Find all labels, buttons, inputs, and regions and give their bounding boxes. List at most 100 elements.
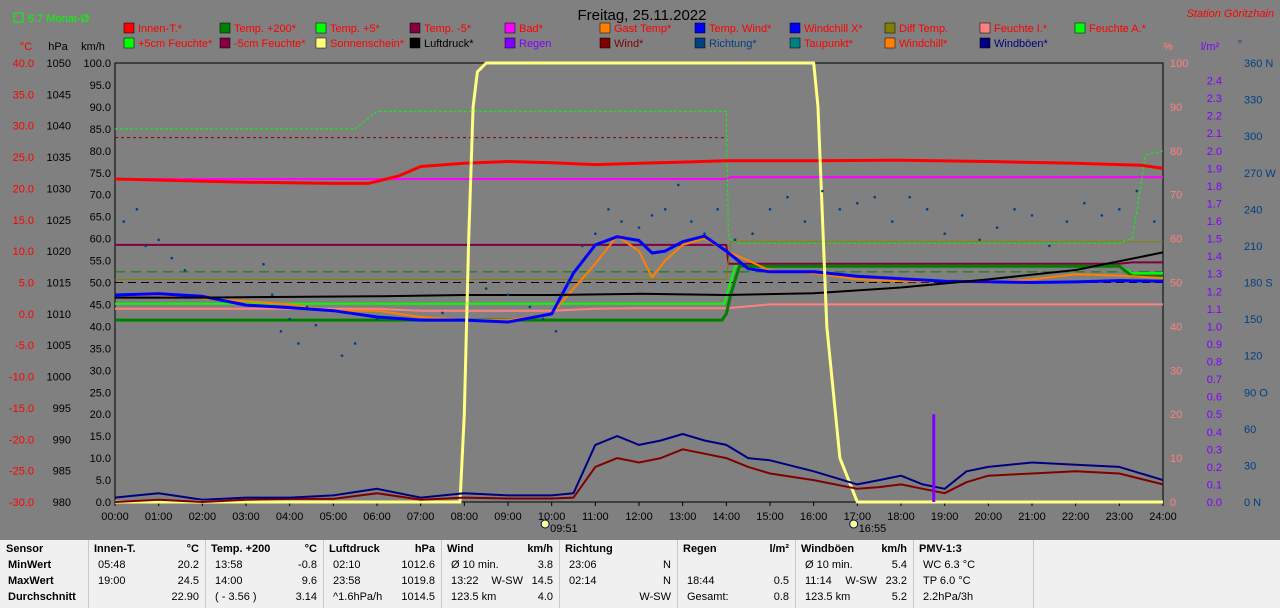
- dir-tick-label: 30: [1244, 460, 1256, 472]
- stats-cell: W-SW: [639, 591, 671, 603]
- direction-point: [1100, 214, 1104, 217]
- hpa-tick-label: 1010: [47, 309, 71, 321]
- legend-label: Feuchte A.*: [1089, 23, 1147, 35]
- kmh-tick-label: 75.0: [90, 168, 111, 180]
- stats-table: Sensor MinWert MaxWert Durchschnitt Innen-T.…: [0, 540, 1280, 608]
- pct-tick-label: 20: [1170, 409, 1182, 421]
- stats-cell: 18:44: [687, 575, 715, 587]
- kmh-tick-label: 10.0: [90, 453, 111, 465]
- dir-tick-label: 180 S: [1244, 278, 1273, 290]
- stats-row: 23:58 1019.8: [329, 575, 435, 589]
- temp-tick-label: 20.0: [13, 183, 34, 195]
- kmh-tick-label: 100.0: [83, 58, 111, 70]
- stats-cell: 23.2: [885, 575, 907, 587]
- direction-point: [340, 354, 344, 357]
- stats-column-header: Richtung: [565, 543, 671, 555]
- stats-row: 23:06 N: [565, 559, 671, 573]
- direction-point: [803, 220, 807, 223]
- stats-row: 05:48 20.2: [94, 559, 199, 573]
- stats-row: 123.5 km 5.2: [801, 591, 907, 605]
- direction-point: [768, 208, 772, 211]
- direction-point: [960, 214, 964, 217]
- legend-swatch: [789, 37, 801, 49]
- rain-tick-label: 0.6: [1207, 392, 1222, 404]
- dir-tick-label: 360 N: [1244, 58, 1273, 70]
- stats-cell: 5.4: [891, 559, 907, 571]
- time-tick-label: 11:00: [582, 511, 609, 523]
- stats-cell: 1014.5: [401, 591, 435, 603]
- dir-tick-label: 0 N: [1244, 497, 1261, 509]
- rain-tick-label: 0.2: [1207, 462, 1222, 474]
- stats-column: Regen l/m² 18:44 0.5 Gesamt: 0.8: [677, 540, 796, 608]
- time-tick-label: 24:00: [1149, 511, 1177, 523]
- rain-tick-label: 2.1: [1207, 128, 1222, 140]
- direction-point: [567, 281, 571, 284]
- legend-swatch: [1074, 22, 1086, 34]
- direction-point: [733, 238, 737, 242]
- legend-swatch: [884, 22, 896, 34]
- direction-point: [183, 269, 187, 272]
- rain-tick-label: 2.0: [1207, 146, 1222, 158]
- direction-point: [1065, 220, 1069, 223]
- rain-tick-label: 1.1: [1207, 304, 1222, 316]
- rain-tick-label: 0.7: [1207, 374, 1222, 386]
- kmh-tick-label: 90.0: [90, 102, 111, 114]
- rain-tick-label: 2.3: [1207, 93, 1222, 105]
- rain-tick-label: 0.5: [1207, 409, 1222, 421]
- direction-point: [873, 195, 877, 199]
- temp-tick-label: -25.0: [9, 466, 34, 478]
- legend-swatch: [219, 37, 231, 49]
- rain-tick-label: 1.8: [1207, 181, 1222, 193]
- temp-tick-label: -20.0: [9, 434, 34, 446]
- direction-point: [135, 208, 139, 211]
- legend-swatch: [315, 22, 327, 34]
- stats-header-unit: km/h: [527, 543, 553, 555]
- stats-cell: 2.2hPa/3h: [923, 591, 974, 603]
- kmh-tick-label: 95.0: [90, 80, 111, 92]
- time-tick-label: 05:00: [320, 511, 348, 523]
- legend-swatch: [409, 22, 421, 34]
- axis-unit-kmh: km/h: [81, 41, 105, 53]
- time-tick-label: 04:00: [276, 511, 304, 523]
- direction-point: [943, 232, 946, 236]
- stats-cell: 123.5 km: [805, 591, 851, 603]
- kmh-tick-label: 35.0: [90, 343, 111, 355]
- axis-unit-pct: %: [1163, 41, 1173, 53]
- stats-column-header: Innen-T. °C: [94, 543, 199, 555]
- legend-swatch: [884, 37, 896, 49]
- legend-swatch: [219, 22, 231, 34]
- hpa-tick-label: 1035: [47, 152, 71, 164]
- stats-column-header: Regen l/m²: [683, 543, 789, 555]
- stats-cell: 1012.6: [401, 559, 435, 571]
- stats-cell: -0.8: [298, 559, 317, 571]
- stats-cell: 123.5 km: [451, 591, 497, 603]
- direction-point: [978, 238, 981, 242]
- series-line: [114, 433, 1164, 501]
- direction-point: [314, 323, 318, 327]
- time-tick-label: 19:00: [931, 511, 959, 523]
- series-line: [115, 241, 1163, 280]
- direction-point: [703, 232, 706, 236]
- dir-tick-label: 240: [1244, 204, 1262, 216]
- hpa-tick-label: 980: [53, 497, 71, 509]
- rain-tick-label: 1.7: [1207, 198, 1222, 210]
- direction-point: [541, 317, 545, 321]
- hpa-tick-label: 1005: [47, 340, 71, 352]
- direction-point: [305, 305, 309, 309]
- direction-point: [908, 195, 912, 199]
- kmh-tick-label: 60.0: [90, 234, 111, 246]
- stats-row: MinWert: [8, 559, 52, 571]
- direction-point: [1048, 244, 1051, 248]
- dir-tick-label: 90 O: [1244, 387, 1268, 399]
- legend-swatch: [504, 22, 516, 34]
- axis-unit-rain: l/m²: [1201, 41, 1220, 53]
- direction-point: [607, 208, 610, 211]
- rain-tick-label: 0.1: [1207, 479, 1222, 491]
- stats-row: 13:22 W-SW 14.5: [447, 575, 553, 589]
- legend-label: Windchill*: [899, 38, 948, 50]
- hpa-tick-label: 1015: [47, 278, 71, 290]
- time-tick-label: 13:00: [669, 511, 697, 523]
- stats-cell: ( - 3.56 ): [215, 591, 257, 603]
- time-tick-label: 17:00: [844, 511, 872, 523]
- monat-icon: [13, 12, 24, 23]
